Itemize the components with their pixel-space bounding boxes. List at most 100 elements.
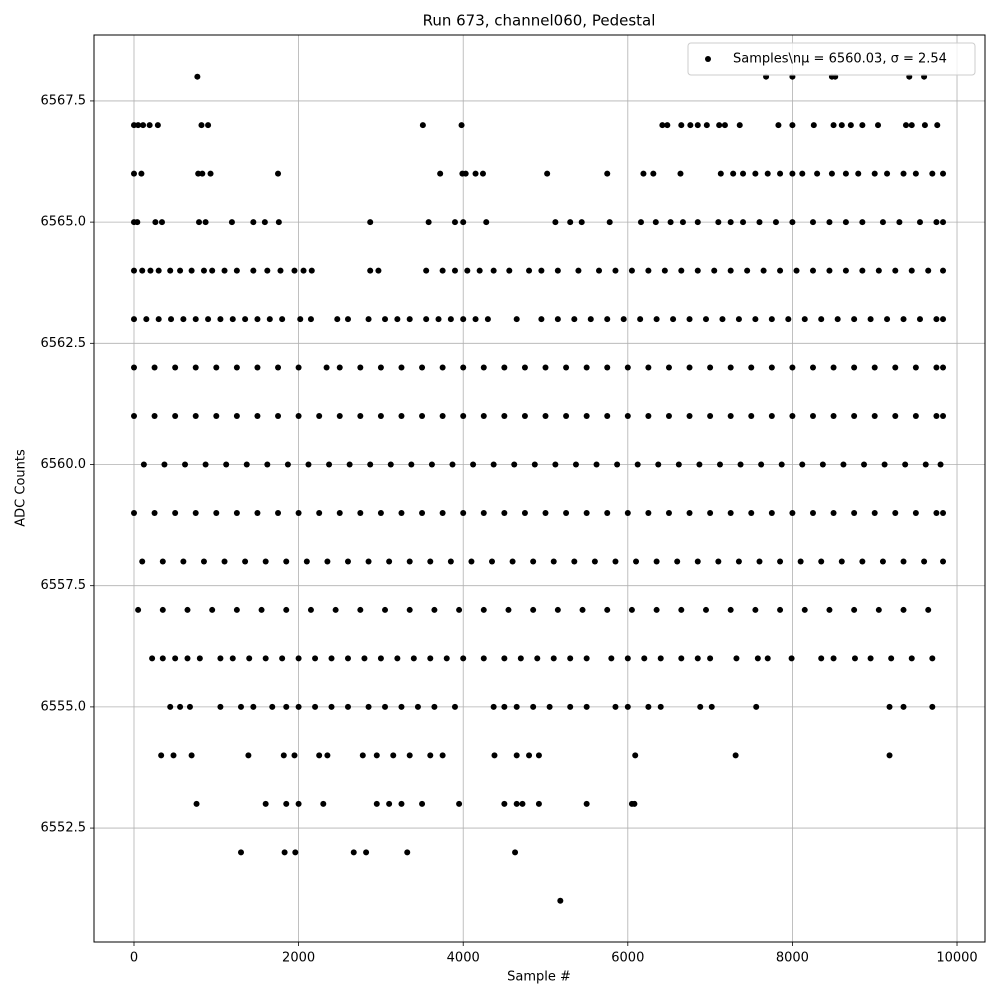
point [752,170,759,177]
axes: 0 2000 4000 6000 8000 10000 6552.5 6555.0 6557.5… [41,93,978,965]
point [814,170,821,177]
point [809,364,816,371]
point [707,413,714,420]
point [652,219,659,226]
point [423,267,430,274]
point [826,219,833,226]
point [233,413,240,420]
point [624,655,631,662]
x-tick-label: 6000 [611,951,644,966]
point [398,703,405,710]
point [365,558,372,565]
point [172,364,179,371]
point [727,364,734,371]
point [357,606,364,613]
legend-marker [705,56,711,62]
point [295,364,302,371]
point [200,267,207,274]
point [896,219,903,226]
point [859,219,866,226]
point [900,170,907,177]
point [196,219,203,226]
point [842,267,849,274]
point [940,170,947,177]
point [295,800,302,807]
point [254,316,261,323]
point [575,267,582,274]
point [280,752,287,759]
point [328,703,335,710]
point [332,606,339,613]
point [406,752,413,759]
point [879,219,886,226]
point [530,606,537,613]
point [818,655,825,662]
point [161,461,168,468]
point [933,509,940,516]
legend-box [687,42,976,76]
y-tick-label: 6560.0 [41,457,87,472]
point [377,413,384,420]
point [439,267,446,274]
point [929,703,936,710]
point [275,413,282,420]
point [200,558,207,565]
point [456,800,463,807]
point [572,461,579,468]
point [279,655,286,662]
point [246,655,253,662]
point [612,558,619,565]
point [513,316,520,323]
point [324,752,331,759]
point [851,606,858,613]
point [583,655,590,662]
point [859,267,866,274]
point [567,703,574,710]
point [587,316,594,323]
point [542,364,549,371]
point [521,413,528,420]
point [940,316,947,323]
point [373,752,380,759]
point [138,170,145,177]
point [727,509,734,516]
point [840,461,847,468]
point [799,461,806,468]
point [632,752,639,759]
point [809,509,816,516]
point [517,655,524,662]
point [359,752,366,759]
point [139,267,146,274]
point [336,413,343,420]
point [830,413,837,420]
point [245,752,252,759]
x-tick-label: 0 [130,951,138,966]
point [386,800,393,807]
point [237,703,244,710]
point [727,267,734,274]
point [686,316,693,323]
point [460,316,467,323]
point [578,219,585,226]
y-tick-label: 6565.0 [41,215,87,230]
point [768,316,775,323]
point [147,267,154,274]
point [505,606,512,613]
point [645,413,652,420]
point [550,558,557,565]
y-tick-label: 6557.5 [41,578,87,593]
point [419,509,426,516]
point [209,267,216,274]
point [892,509,899,516]
point [316,752,323,759]
point [916,219,923,226]
point [140,461,147,468]
point [439,509,446,516]
point [439,413,446,420]
x-tick-label: 10000 [936,951,977,966]
point [291,267,298,274]
point [737,461,744,468]
point [608,655,615,662]
point [365,703,372,710]
point [159,606,166,613]
